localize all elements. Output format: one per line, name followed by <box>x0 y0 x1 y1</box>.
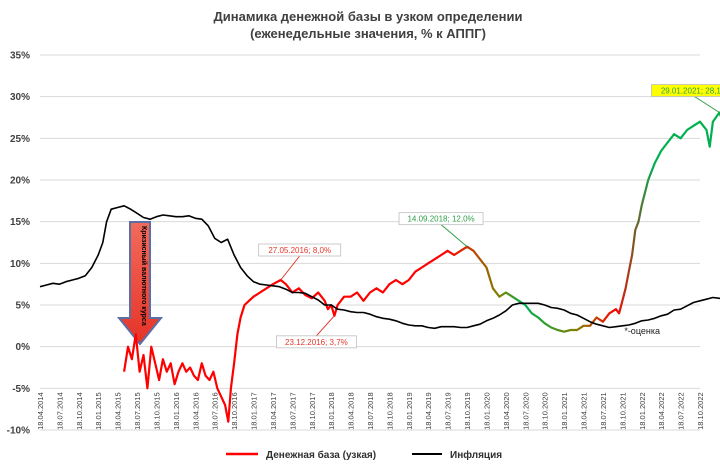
y-tick-label: 0% <box>16 342 31 353</box>
annotation-leader <box>694 96 720 113</box>
x-tick-label: 18.01.2015 <box>94 392 103 430</box>
x-tick-label: 18.10.2020 <box>541 392 550 430</box>
annotation-box <box>651 84 720 97</box>
x-tick-label: 18.10.2016 <box>230 392 239 430</box>
x-tick-label: 18.07.2017 <box>288 392 297 430</box>
annotation-leader <box>316 315 335 337</box>
y-tick-label: 30% <box>10 92 30 103</box>
x-tick-label: 18.04.2021 <box>580 392 589 430</box>
y-tick-label: 20% <box>10 176 30 187</box>
series-lines <box>39 111 720 423</box>
y-tick-label: 10% <box>10 259 30 270</box>
chart-title: Динамика денежной базы в узком определен… <box>214 9 523 24</box>
legend-label-inflation: Инфляция <box>450 449 502 461</box>
legend: Денежная база (узкая) Инфляция <box>226 449 502 461</box>
annotation-box <box>258 243 342 257</box>
x-tick-label: 18.07.2015 <box>133 392 142 430</box>
annotation-label: 23.12.2016; 3,7% <box>285 338 348 347</box>
y-tick-label: 25% <box>10 134 30 145</box>
x-tick-label: 18.10.2021 <box>618 392 627 430</box>
y-tick-label: 5% <box>16 301 31 312</box>
annotation-box <box>276 335 357 349</box>
x-tick-label: 18.04.2017 <box>269 392 278 430</box>
y-tick-label: 35% <box>10 51 30 62</box>
series-line-inflation <box>39 205 720 330</box>
crisis-arrow: Кризисный валютного курса <box>116 221 164 346</box>
x-tick-label: 18.07.2021 <box>599 392 608 430</box>
x-tick-label: 18.10.2019 <box>463 392 472 430</box>
x-tick-label: 18.10.2018 <box>385 392 394 430</box>
x-tick-label: 18.07.2016 <box>211 392 220 430</box>
x-tick-label: 18.07.2014 <box>55 392 64 430</box>
x-tick-label: 18.04.2015 <box>114 392 123 430</box>
annotation-label: 14.09.2018; 12,0% <box>407 215 474 224</box>
x-tick-label: 18.01.2022 <box>638 392 647 430</box>
x-tick-label: 18.04.2020 <box>502 392 511 430</box>
annotation-box <box>398 212 484 226</box>
x-tick-label: 18.04.2019 <box>424 392 433 430</box>
chart-subtitle: (еженедельные значения, % к АППГ) <box>250 26 486 41</box>
crisis-arrow-shape <box>116 221 164 346</box>
annotation-leader <box>280 255 301 281</box>
x-tick-label: 18.07.2020 <box>521 392 530 430</box>
annotation-label: 27.05.2016; 8,0% <box>268 246 331 255</box>
crisis-arrow-label: Кризисный валютного курса <box>140 226 148 326</box>
y-tick-label: -5% <box>12 384 30 395</box>
legend-label-base: Денежная база (узкая) <box>266 449 376 461</box>
annotations: 27.05.2016; 8,0% 23.12.2016; 3,7% 14.09.20… <box>258 84 720 349</box>
x-tick-label: 18.01.2017 <box>250 392 259 430</box>
x-tick-label: 18.04.2016 <box>191 392 200 430</box>
annotation-leader <box>440 224 468 248</box>
x-tick-label: 18.07.2019 <box>444 392 453 430</box>
x-tick-label: 18.10.2022 <box>696 392 705 430</box>
x-tick-label: 18.10.2015 <box>152 392 161 430</box>
x-tick-label: 18.10.2014 <box>75 392 84 430</box>
x-tick-label: 18.10.2017 <box>308 392 317 430</box>
x-axis-ticks: 18.04.2014 18.07.2014 18.10.2014 18.01.2015… <box>36 392 705 430</box>
estimate-note: *-оценка <box>624 326 660 336</box>
y-tick-label: 15% <box>10 217 30 228</box>
y-tick-label: -10% <box>7 426 30 437</box>
series-line-base <box>123 111 720 423</box>
x-tick-label: 18.04.2022 <box>657 392 666 430</box>
x-tick-label: 18.01.2021 <box>560 392 569 430</box>
y-axis-ticks: -10% -5% 0% 5% 10% 15% 20% 25% 30% 35% <box>7 51 30 437</box>
x-tick-label: 18.07.2022 <box>677 392 686 430</box>
x-tick-label: 18.01.2018 <box>327 392 336 430</box>
x-tick-label: 18.01.2019 <box>405 392 414 430</box>
annotation-label: 29.01.2021; 28,1% <box>661 87 720 96</box>
x-tick-label: 18.01.2020 <box>482 392 491 430</box>
x-tick-label: 18.04.2018 <box>347 392 356 430</box>
x-tick-label: 18.04.2014 <box>36 392 45 430</box>
x-tick-label: 18.01.2016 <box>172 392 181 430</box>
x-tick-label: 18.07.2018 <box>366 392 375 430</box>
